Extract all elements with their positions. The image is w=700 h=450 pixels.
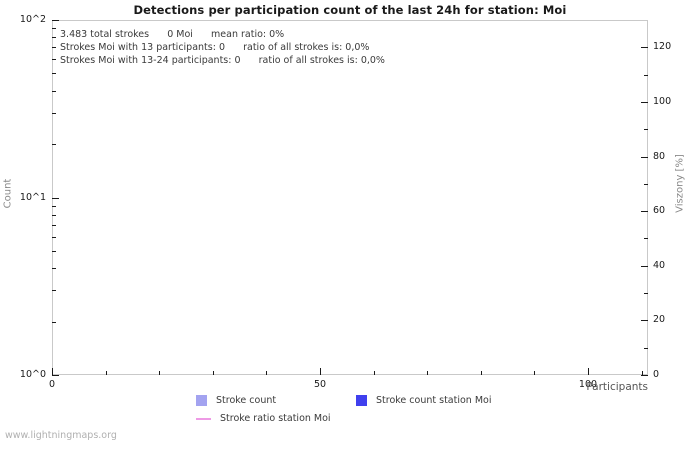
x-axis-tick-minor <box>480 371 482 375</box>
annotation-line-2: Strokes Moi with 13 participants: 0 rati… <box>60 42 370 53</box>
y-axis-right-tick-minor <box>644 129 648 131</box>
y-axis-tick-label: 10^1 <box>19 191 46 203</box>
x-axis-tick-major <box>52 368 53 375</box>
y-axis-tick-minor <box>52 112 56 114</box>
y-axis-right-tick-label: 60 <box>653 205 666 217</box>
y-axis-right-tick-minor <box>644 74 648 76</box>
y-axis-right-tick-minor <box>644 293 648 295</box>
y-axis-right-tick-label: 120 <box>653 41 672 53</box>
y-axis-right-tick-major <box>641 101 648 103</box>
y-axis-right-tick-minor <box>644 183 648 185</box>
y-axis-right-tick-minor <box>644 347 648 349</box>
x-axis-tick-label: 0 <box>48 379 56 390</box>
y-axis-right-tick-major <box>641 375 648 376</box>
y-axis-right-tick-label: 80 <box>653 150 666 162</box>
y-axis-tick-minor <box>52 144 56 146</box>
legend-line-stroke-ratio-station <box>196 417 211 420</box>
y-axis-tick-minor <box>52 205 56 207</box>
y-axis-tick-minor <box>52 37 56 39</box>
legend-swatch-stroke-count <box>196 395 207 406</box>
y-axis-title: Count <box>2 178 14 209</box>
y-axis-tick-minor <box>52 250 56 252</box>
y-axis-right-tick-major <box>641 320 648 322</box>
y-axis-tick-minor <box>52 236 56 238</box>
y-axis-tick-minor <box>52 28 56 30</box>
x-axis-tick-label: 100 <box>578 379 598 390</box>
legend-item-stroke-count-station[interactable]: Stroke count station Moi <box>356 395 491 406</box>
x-axis-tick-minor <box>427 371 429 375</box>
y-axis-right-title: Viszony [%] <box>674 154 686 213</box>
x-axis-tick-major <box>588 368 589 375</box>
y-axis-tick-major <box>52 197 59 199</box>
x-axis-title: Participants <box>586 381 648 393</box>
y-axis-right-tick-major <box>641 211 648 213</box>
x-axis-tick-minor <box>534 371 536 375</box>
y-axis-right-tick-minor <box>644 238 648 240</box>
y-axis-right-tick-label: 0 <box>653 369 660 380</box>
y-axis-tick-minor <box>52 214 56 216</box>
y-axis-tick-minor <box>52 47 56 49</box>
y-axis-tick-minor <box>52 290 56 292</box>
legend-label-stroke-ratio-station: Stroke ratio station Moi <box>220 413 331 424</box>
y-axis-right-tick-label: 100 <box>653 95 672 107</box>
y-axis-tick-minor <box>52 268 56 270</box>
y-axis-tick-minor <box>52 90 56 92</box>
x-axis-tick-major <box>320 368 321 375</box>
y-axis-tick-major <box>52 20 59 21</box>
x-axis-tick-label: 50 <box>313 379 327 390</box>
x-axis-tick-minor <box>105 371 107 375</box>
plot-frame <box>52 20 648 375</box>
y-axis-tick-minor <box>52 73 56 75</box>
legend-label-stroke-count-station: Stroke count station Moi <box>376 395 492 406</box>
annotation-line-3: Strokes Moi with 13-24 participants: 0 r… <box>60 55 385 66</box>
y-axis-right-tick-major <box>641 265 648 267</box>
y-axis-tick-label: 10^0 <box>19 369 46 380</box>
x-axis-tick-minor <box>266 371 268 375</box>
x-axis-tick-minor <box>212 371 214 375</box>
legend-item-stroke-count[interactable]: Stroke count <box>196 395 276 406</box>
y-axis-right-tick-major <box>641 156 648 158</box>
y-axis-tick-minor <box>52 321 56 323</box>
legend-item-stroke-ratio-station[interactable]: Stroke ratio station Moi <box>196 413 331 424</box>
x-axis-tick-minor <box>159 371 161 375</box>
y-axis-tick-label: 10^2 <box>19 14 46 25</box>
annotation-line-1: 3.483 total strokes 0 Moi mean ratio: 0% <box>60 29 285 40</box>
y-axis-tick-major <box>52 375 59 376</box>
x-axis-tick-minor <box>373 371 375 375</box>
y-axis-tick-minor <box>52 224 56 226</box>
watermark: www.lightningmaps.org <box>5 430 117 441</box>
y-axis-right-tick-major <box>641 47 648 49</box>
legend-label-stroke-count: Stroke count <box>216 395 277 406</box>
y-axis-right-tick-label: 20 <box>653 314 666 326</box>
chart-legend: Stroke count Stroke count station Moi St… <box>196 393 616 429</box>
x-axis-tick-minor <box>641 371 643 375</box>
chart-title: Detections per participation count of th… <box>133 3 567 17</box>
y-axis-tick-minor <box>52 59 56 61</box>
legend-swatch-stroke-count-station <box>356 395 367 406</box>
y-axis-right-tick-label: 40 <box>653 259 666 271</box>
